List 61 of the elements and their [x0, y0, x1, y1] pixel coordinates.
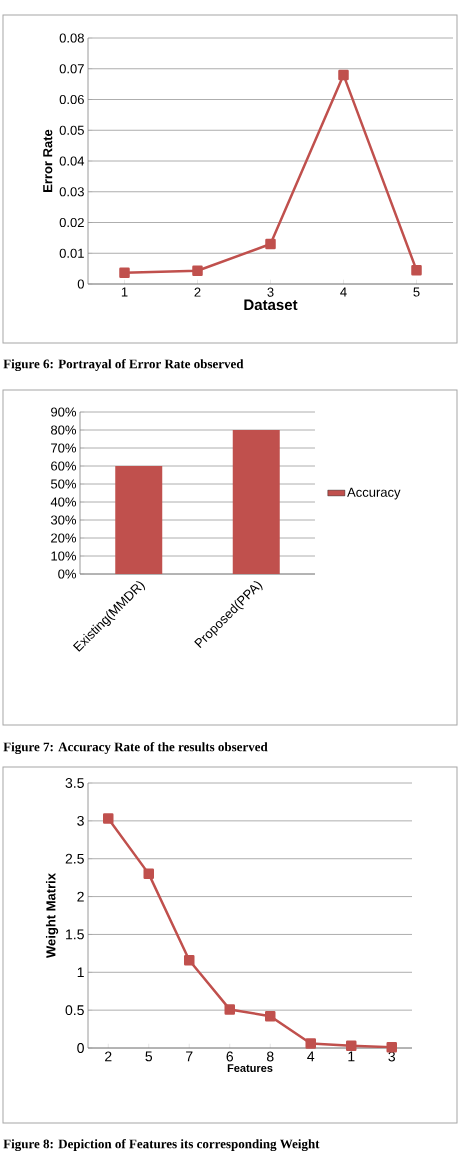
point	[265, 238, 276, 250]
y-tick-label: 3	[77, 815, 84, 826]
point	[346, 1040, 357, 1051]
y-tick-label: 0	[77, 1043, 84, 1053]
y-tick-label: 70%	[51, 443, 77, 453]
caption: Figure 7: Accuracy Rate of the results observed	[3, 741, 268, 755]
point	[338, 69, 349, 81]
y-tick-label: 40%	[50, 497, 77, 507]
x-tick-label: 3	[388, 1051, 396, 1062]
point	[103, 813, 114, 824]
y-tick-label: 1	[77, 967, 84, 978]
x-tick-label: 3	[267, 287, 274, 297]
point	[184, 954, 195, 966]
y-tick-label: 30%	[50, 515, 77, 525]
x-tick-label: 5	[413, 287, 420, 297]
x-tick-label: 2	[105, 1051, 112, 1062]
x-tick-label: 7	[186, 1051, 193, 1062]
y-tick-label: 50%	[50, 479, 77, 489]
x-tick-label: 5	[145, 1051, 153, 1062]
y-tick-label: 0.05	[59, 125, 84, 135]
y-tick-label: 10%	[51, 551, 77, 561]
y-tick-label: 0.02	[59, 217, 84, 228]
y-tick-label: 0.08	[59, 33, 84, 43]
y-tick-label: 80%	[51, 425, 77, 435]
x-tick-label: 8	[266, 1051, 274, 1062]
point	[192, 265, 203, 277]
caption: Figure 6: Portrayal of Error Rate observed	[3, 358, 244, 372]
x-axis-title: Dataset	[244, 299, 298, 311]
x-tick-label: 4	[340, 287, 347, 297]
point	[386, 1042, 397, 1053]
y-tick-label: 90%	[51, 407, 77, 417]
legend-label: Accuracy	[347, 487, 401, 500]
caption: Figure 8: Depiction of Features its corresponding Weight	[3, 1138, 320, 1152]
y-tick-label: 2	[77, 891, 84, 902]
x-tick-label: 1	[121, 287, 128, 297]
point	[224, 1004, 235, 1015]
point	[143, 868, 154, 880]
y-tick-label: 60%	[51, 461, 77, 471]
y-tick-label: 1.5	[66, 929, 84, 940]
y-tick-label: 0.03	[59, 187, 84, 197]
point	[119, 267, 130, 278]
point	[265, 1010, 276, 1022]
y-tick-label: 0.07	[59, 64, 84, 74]
y-tick-label: 20%	[51, 533, 77, 543]
y-tick-label: 0.04	[59, 156, 85, 166]
y-tick-label: 2.5	[65, 853, 84, 864]
y-tick-label: 3.5	[65, 778, 84, 788]
y-axis-title: Weight Matrix	[45, 873, 59, 958]
x-tick-label: 1	[348, 1051, 355, 1062]
x-tick-label: 6	[226, 1051, 234, 1062]
x-tick-label: 2	[194, 287, 201, 297]
y-tick-label: 0.06	[59, 94, 84, 105]
point	[305, 1038, 316, 1049]
y-tick-label: 0.5	[65, 1005, 84, 1016]
point	[411, 264, 422, 276]
x-tick-label: 4	[307, 1051, 315, 1062]
y-tick-label: 0.01	[59, 248, 84, 258]
y-tick-label: 0	[77, 279, 84, 289]
x-axis-title: Features	[227, 1064, 273, 1072]
y-tick-label: 0%	[58, 569, 77, 579]
y-axis-title: Error Rate	[43, 129, 53, 192]
